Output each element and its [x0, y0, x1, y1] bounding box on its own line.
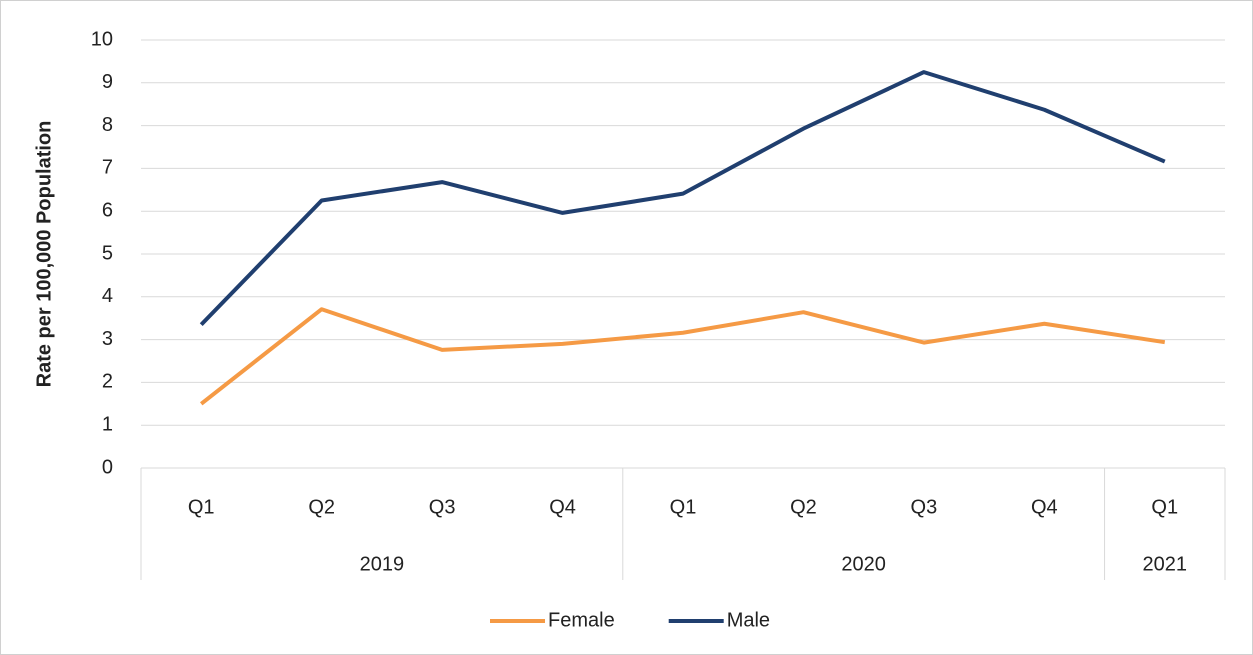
- series-line: [199, 70, 1166, 327]
- y-tick-label: 10: [91, 28, 113, 50]
- x-tick-label: Q1: [1151, 496, 1178, 518]
- series-line: [199, 307, 1166, 406]
- x-group-label: 2019: [360, 553, 405, 575]
- y-tick-label: 2: [102, 371, 113, 393]
- x-tick-label: Q4: [549, 496, 576, 518]
- x-tick-label: Q3: [911, 496, 938, 518]
- x-tick-label: Q3: [429, 496, 456, 518]
- x-tick-label: Q4: [1031, 496, 1058, 518]
- x-group-label: 2021: [1143, 553, 1188, 575]
- x-tick-label: Q1: [670, 496, 697, 518]
- y-tick-label: 0: [102, 456, 113, 478]
- x-tick-label: Q2: [790, 496, 817, 518]
- x-group-label: 2020: [841, 553, 886, 575]
- y-tick-label: 1: [102, 413, 113, 435]
- y-tick-label: 7: [102, 157, 113, 179]
- legend-label: Male: [727, 609, 770, 631]
- x-tick-label: Q2: [308, 496, 335, 518]
- y-tick-label: 6: [102, 199, 113, 221]
- y-axis-label: Rate per 100,000 Population: [33, 121, 55, 388]
- y-tick-label: 5: [102, 242, 113, 264]
- x-tick-label: Q1: [188, 496, 215, 518]
- y-tick-label: 3: [102, 328, 113, 350]
- y-tick-label: 4: [102, 285, 113, 307]
- legend-label: Female: [548, 609, 615, 631]
- y-tick-label: 8: [102, 114, 113, 136]
- y-tick-label: 9: [102, 71, 113, 93]
